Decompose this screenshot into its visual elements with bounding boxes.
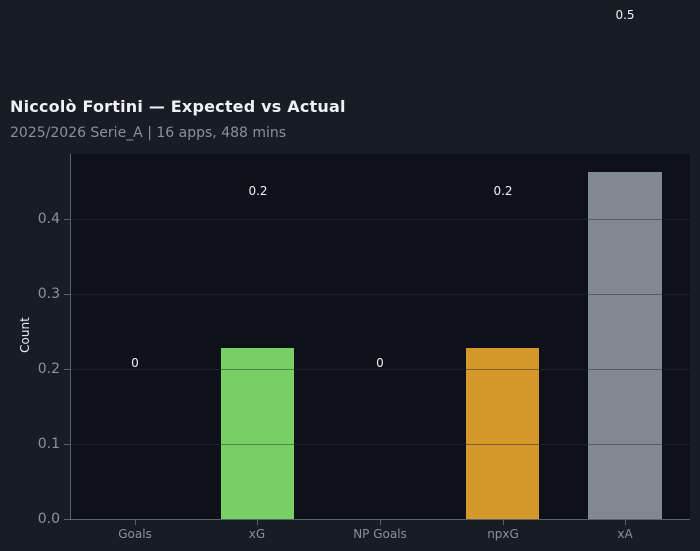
xtick-label-xa: xA [617, 527, 633, 541]
chart-subtitle: 2025/2026 Serie_A | 16 apps, 488 mins [10, 125, 287, 141]
chart-title: Niccolò Fortini — Expected vs Actual [10, 97, 346, 116]
xtick-mark [380, 520, 381, 525]
ytick-mark [64, 519, 70, 520]
gridline-0.3 [70, 294, 690, 295]
bar-xa [588, 172, 662, 519]
ytick-mark [64, 444, 70, 445]
ytick-label: 0.4 [37, 211, 60, 227]
xtick-label-goals: Goals [118, 527, 152, 541]
data-label-npxg: 0.2 [493, 184, 513, 198]
ytick-label: 0.2 [37, 361, 60, 377]
gridline-0.2 [70, 369, 690, 370]
bar-xg [221, 348, 294, 519]
bar-npxg [466, 348, 539, 519]
xtick-mark [135, 520, 136, 525]
xtick-mark [625, 520, 626, 525]
x-axis [70, 519, 690, 520]
ytick-label: 0.1 [37, 436, 60, 452]
xtick-label-np-goals: NP Goals [353, 527, 407, 541]
gridline-0.1 [70, 444, 690, 445]
ytick-label: 0.3 [37, 286, 60, 302]
data-label-goals: 0 [131, 356, 139, 370]
ytick-mark [64, 369, 70, 370]
gridline-0.4 [70, 219, 690, 220]
xtick-mark [257, 520, 258, 525]
data-label-xa: 0.5 [615, 8, 635, 22]
xtick-label-xg: xG [248, 527, 266, 541]
ytick-mark [64, 219, 70, 220]
data-label-np-goals: 0 [376, 356, 384, 370]
data-label-xg: 0.2 [248, 184, 268, 198]
y-axis-label: Count [18, 317, 32, 353]
y-axis [70, 154, 71, 520]
ytick-mark [64, 294, 70, 295]
xtick-mark [503, 520, 504, 525]
xtick-label-npxg: npxG [487, 527, 519, 541]
ytick-label: 0.0 [37, 511, 60, 527]
plot-area [70, 154, 690, 519]
